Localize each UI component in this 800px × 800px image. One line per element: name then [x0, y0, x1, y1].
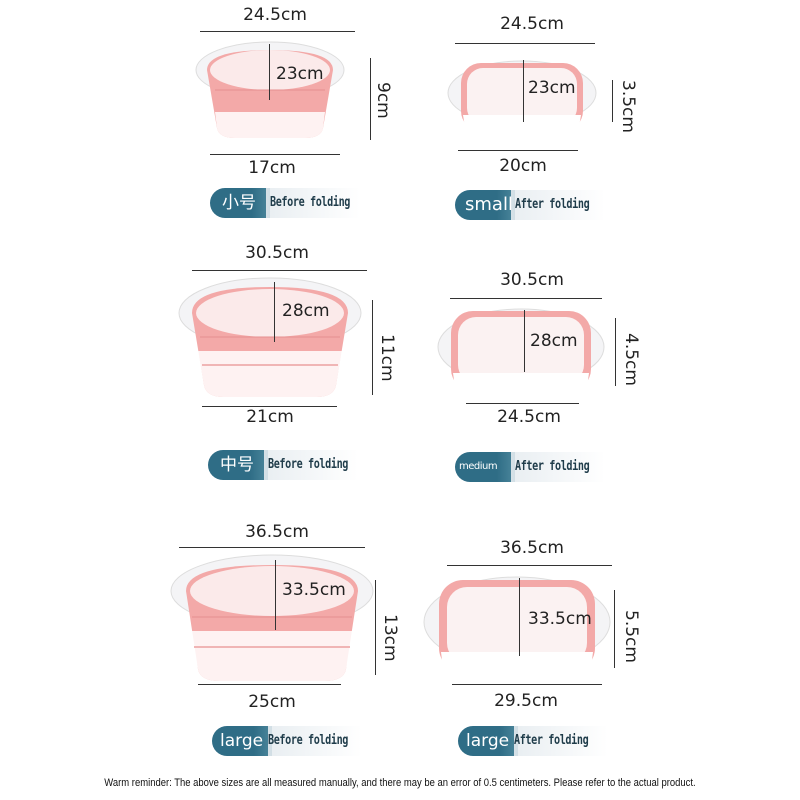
top-width-line: [192, 270, 367, 271]
bottom-width-line: [210, 154, 340, 155]
inner-depth-label: 33.5cm: [282, 580, 346, 600]
inner-depth-label: 23cm: [528, 78, 576, 98]
height-label: 4.5cm: [621, 333, 641, 386]
tub-unfolded-small: [195, 41, 345, 138]
top-width-line: [450, 298, 602, 299]
height-line: [615, 318, 616, 386]
bottom-width-line: [202, 406, 337, 407]
size-tag-main: medium size: [455, 452, 515, 502]
size-tag-main: small: [455, 190, 515, 220]
size-tag-sub: Before folding: [268, 457, 349, 472]
bottom-width-line: [466, 403, 579, 404]
size-tag-sub: After folding: [515, 459, 590, 474]
size-tag-sub: Before folding: [270, 195, 351, 210]
top-width-label: 36.5cm: [500, 538, 564, 558]
height-label: 3.5cm: [618, 80, 638, 133]
height-line: [372, 300, 373, 395]
inner-depth-line: [519, 578, 520, 656]
inner-depth-line: [524, 310, 525, 372]
bottom-width-label: 29.5cm: [494, 691, 558, 711]
height-line: [614, 590, 615, 668]
bottom-width-label: 24.5cm: [497, 407, 561, 427]
bottom-width-line: [458, 150, 578, 151]
inner-depth-label: 33.5cm: [528, 609, 592, 629]
inner-depth-label: 28cm: [530, 331, 578, 351]
height-label: 11cm: [377, 334, 397, 382]
size-tag: small After folding: [455, 190, 605, 220]
inner-depth-line: [274, 282, 275, 342]
size-tag-main: 小号: [210, 188, 270, 218]
tub-folded-small: [447, 60, 597, 133]
tub-unfolded-medium: [178, 277, 362, 397]
bottom-width-label: 25cm: [248, 692, 296, 712]
size-tag: large After folding: [458, 726, 608, 756]
top-width-line: [455, 43, 595, 44]
inner-depth-label: 28cm: [282, 301, 330, 321]
size-tag: 小号 Before folding: [210, 188, 360, 218]
warm-reminder-footer: Warm reminder: The above sizes are all m…: [104, 777, 696, 789]
size-tag-main: 中号: [208, 450, 268, 480]
size-tag: large Before folding: [212, 726, 362, 756]
top-width-line: [447, 565, 612, 566]
size-tag-sub: After folding: [515, 197, 590, 212]
bottom-width-line: [198, 684, 341, 685]
top-width-label: 24.5cm: [500, 14, 564, 34]
size-tag-main: large: [458, 726, 518, 756]
height-label: 13cm: [380, 614, 400, 662]
height-label: 5.5cm: [621, 610, 641, 663]
tub-unfolded-large: [170, 554, 374, 681]
inner-depth-label: 23cm: [276, 64, 324, 84]
tub-folded-medium: [437, 308, 605, 393]
size-tag: 中号 Before folding: [208, 450, 358, 480]
size-tag-sub: After folding: [514, 733, 589, 748]
height-line: [375, 580, 376, 675]
bottom-width-label: 21cm: [246, 407, 294, 427]
top-width-label: 30.5cm: [500, 270, 564, 290]
size-tag-sub: Before folding: [268, 733, 349, 748]
bottom-width-label: 17cm: [248, 158, 296, 178]
size-tag: medium size After folding: [455, 452, 605, 502]
top-width-label: 24.5cm: [243, 5, 307, 25]
top-width-label: 30.5cm: [245, 243, 309, 263]
bottom-width-line: [452, 684, 602, 685]
top-width-line: [200, 31, 355, 32]
top-width-line: [179, 547, 365, 548]
size-tag-main: large: [212, 726, 272, 756]
inner-depth-line: [523, 60, 524, 122]
inner-depth-line: [269, 44, 270, 100]
top-width-label: 36.5cm: [245, 522, 309, 542]
tub-folded-large: [423, 576, 611, 676]
height-line: [612, 80, 613, 122]
height-label: 9cm: [373, 82, 393, 119]
inner-depth-line: [275, 560, 276, 630]
height-line: [370, 58, 371, 140]
bottom-width-label: 20cm: [499, 156, 547, 176]
